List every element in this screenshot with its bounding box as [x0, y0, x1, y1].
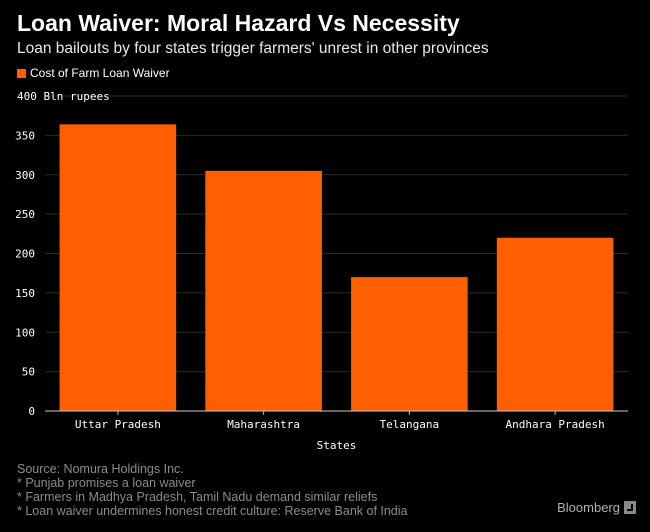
x-tick-label: Uttar Pradesh — [75, 418, 161, 431]
bar — [59, 124, 177, 411]
bloomberg-logo: Bloomberg — [557, 500, 636, 515]
y-tick-label: 350 — [15, 129, 35, 142]
y-tick-label: 250 — [15, 208, 35, 221]
chart-title: Loan Waiver: Moral Hazard Vs Necessity — [17, 10, 460, 36]
x-tick-label: Maharashtra — [227, 418, 300, 431]
y-tick-label: 200 — [15, 248, 35, 261]
bar — [496, 237, 614, 411]
legend-swatch — [17, 68, 26, 78]
bar — [205, 170, 322, 411]
legend: Cost of Farm Loan Waiver — [17, 66, 170, 80]
y-tick-label: 150 — [15, 287, 35, 300]
footnote-item: * Loan waiver undermines honest credit c… — [17, 504, 408, 518]
x-tick-label: Telangana — [380, 418, 440, 431]
x-axis-label: States — [317, 439, 357, 452]
footer-notes: Source: Nomura Holdings Inc. * Punjab pr… — [17, 462, 408, 518]
brand-name: Bloomberg — [557, 500, 620, 515]
bar — [351, 277, 468, 411]
y-unit-label: 400 Bln rupees — [17, 90, 110, 103]
footnote-item: * Farmers in Madhya Pradesh, Tamil Nadu … — [17, 490, 378, 504]
y-tick-label: 0 — [28, 405, 35, 418]
y-tick-label: 300 — [15, 169, 35, 182]
footnote-item: * Punjab promises a loan waiver — [17, 476, 196, 490]
bloomberg-terminal-icon — [624, 501, 636, 514]
x-tick-label: Andhara Pradesh — [505, 418, 604, 431]
legend-label: Cost of Farm Loan Waiver — [30, 66, 170, 80]
chart-subtitle: Loan bailouts by four states trigger far… — [17, 40, 489, 57]
source-note: Source: Nomura Holdings Inc. — [17, 462, 184, 476]
y-tick-label: 100 — [15, 326, 35, 339]
y-tick-label: 50 — [22, 366, 35, 379]
